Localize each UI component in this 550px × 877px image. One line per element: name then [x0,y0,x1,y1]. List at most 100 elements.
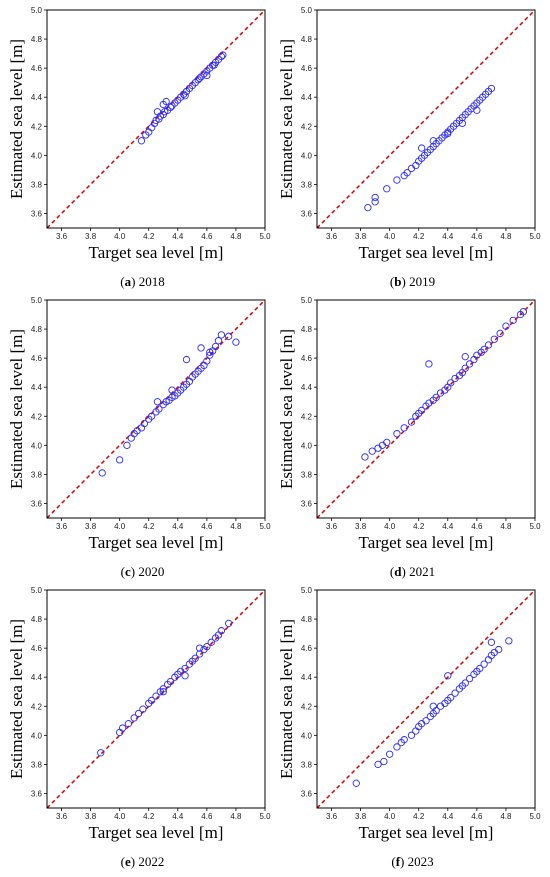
x-tick-label: 4.0 [114,232,126,241]
y-tick-label: 3.8 [301,760,313,769]
panel-caption: (a) 2018 [120,274,165,289]
caption-letter: b [394,274,402,289]
plot-frame [316,9,536,229]
scatter-panel: 3.6 3.8 4.0 4.2 4.4 4.6 4.8 5.0 3.6 3.8 4.0 4.2 4.4 4… [7,5,275,290]
data-point [473,106,481,114]
data-point [417,144,426,152]
data-point [495,645,503,654]
y-tick-label: 4.0 [301,151,313,160]
x-tick-label: 4.4 [172,812,184,821]
y-tick-label: 3.6 [301,209,313,218]
data-point [197,344,205,352]
reference-line [316,589,536,809]
data-point [195,650,204,658]
y-tick-label: 5.0 [31,6,43,15]
caption-letter: a [124,274,132,289]
caption-year: 2020 [138,564,165,579]
y-tick-label: 4.6 [31,354,43,363]
plot-frame [316,589,536,809]
data-point [217,627,226,635]
data-point [432,393,440,402]
data-point [207,638,215,646]
y-tick-label: 3.6 [301,499,313,508]
y-tick-label: 4.4 [301,383,313,392]
data-point [152,692,160,700]
data-point [496,329,504,338]
data-point [451,689,459,697]
data-point [168,386,176,394]
y-tick-label: 4.4 [31,673,43,682]
data-point [97,749,105,757]
panel-caption: (e) 2022 [120,854,165,869]
data-point [124,720,133,728]
y-tick-label: 5.0 [301,6,313,15]
data-point [217,52,226,61]
data-point [487,638,496,646]
data-point [206,348,214,356]
data-point [505,637,513,645]
y-tick-label: 4.4 [301,673,313,682]
panel-caption: (f) 2023 [391,854,434,869]
data-point [417,406,426,415]
scatter-plot: 3.6 3.8 4.0 4.2 4.4 4.6 4.8 5.0 3.6 3.8 4.0 4.2 4.4 4… [277,586,541,842]
caption-year: 2019 [409,274,436,289]
x-tick-label: 3.8 [355,812,367,821]
plot-frame [46,9,266,229]
x-tick-label: 4.2 [143,812,155,821]
data-point [386,750,394,758]
plot-frame [316,299,536,519]
x-tick-label: 4.8 [500,232,512,241]
y-tick-label: 3.8 [31,470,43,479]
x-tick-label: 5.0 [529,522,541,531]
data-point [400,736,408,744]
data-point [153,108,162,116]
caption-letter: c [124,564,131,579]
plot-frame [46,589,266,809]
data-point [400,424,408,432]
x-tick-label: 5.0 [259,812,271,821]
y-tick-label: 4.2 [31,122,43,131]
x-tick-label: 3.8 [85,232,97,241]
y-tick-label: 4.0 [31,731,43,740]
data-point [465,675,474,683]
data-point [153,398,162,406]
y-tick-label: 4.0 [301,731,313,740]
data-point [217,331,226,339]
data-point [191,654,199,662]
scatter-plot: 3.6 3.8 4.0 4.2 4.4 4.6 4.8 5.0 3.6 3.8 4.0 4.2 4.4 4… [277,296,541,552]
data-point [502,322,510,330]
x-tick-label: 4.8 [230,812,242,821]
data-point [480,660,488,668]
data-point [211,342,220,351]
y-tick-label: 4.8 [301,325,313,334]
scatter-panel: 3.6 3.8 4.0 4.2 4.4 4.6 4.8 5.0 3.6 3.8 4.0 4.2 4.4 4… [7,585,275,870]
data-point [118,724,127,732]
y-tick-label: 4.0 [301,441,313,450]
y-tick-label: 4.8 [301,615,313,624]
data-point [383,185,391,193]
y-axis-label: Estimated sea level [m] [7,39,26,199]
x-tick-label: 3.6 [326,812,338,821]
data-point [371,198,379,206]
x-tick-label: 3.8 [355,232,367,241]
x-tick-label: 4.2 [413,232,425,241]
y-tick-label: 4.8 [31,325,43,334]
caption-letter: e [124,854,131,869]
data-point [484,341,493,349]
data-point [130,714,138,722]
x-axis-label: Target sea level [m] [89,823,224,842]
x-tick-label: 4.0 [384,522,396,531]
data-point [166,103,175,112]
data-point [219,51,227,59]
caption-letter: f [395,854,401,869]
data-point [393,743,401,751]
data-point [155,405,163,413]
y-tick-label: 4.6 [301,354,313,363]
data-point [393,430,401,438]
x-tick-label: 4.6 [201,812,213,821]
y-tick-label: 5.0 [31,586,43,595]
caption-letter: d [394,564,402,579]
x-tick-label: 4.6 [201,232,213,241]
x-axis-label: Target sea level [m] [359,533,494,552]
data-point [159,688,167,696]
